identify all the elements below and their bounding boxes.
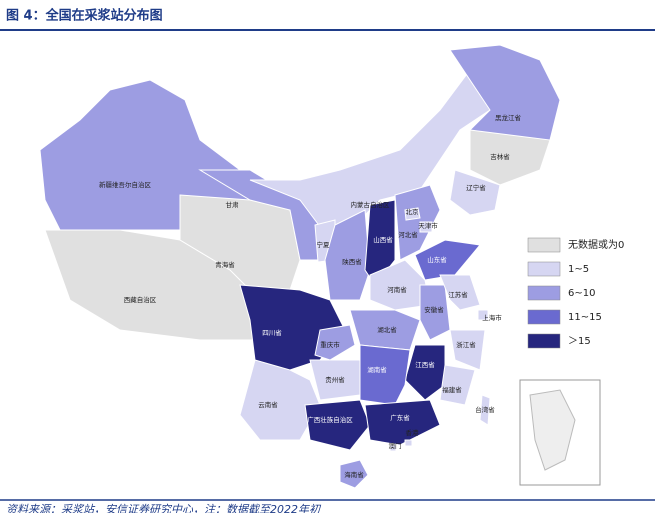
province-label: 新疆维吾尔自治区 bbox=[99, 180, 152, 189]
province bbox=[449, 169, 501, 216]
province bbox=[364, 399, 441, 446]
province-label: 广西壮族自治区 bbox=[307, 415, 353, 424]
province bbox=[309, 359, 361, 401]
legend-label: 11~15 bbox=[568, 312, 602, 323]
province-label: 四川省 bbox=[262, 328, 282, 337]
province-label: 重庆市 bbox=[320, 340, 340, 349]
province-label: 天津市 bbox=[418, 221, 438, 230]
province-label: 江苏省 bbox=[448, 290, 468, 299]
province-label: 内蒙古自治区 bbox=[351, 200, 391, 209]
legend-label: 无数据或为0 bbox=[568, 238, 624, 251]
province-label: 广东省 bbox=[390, 413, 410, 422]
province-label: 陕西省 bbox=[342, 257, 362, 266]
province-label: 海南省 bbox=[344, 470, 364, 479]
province bbox=[389, 444, 397, 452]
legend-label: 1~5 bbox=[568, 264, 589, 275]
province-label: 北京 bbox=[406, 207, 420, 216]
province-label: 河北省 bbox=[398, 230, 418, 239]
province-label: 贵州省 bbox=[325, 375, 345, 384]
province bbox=[469, 129, 551, 186]
province-label: 西藏自治区 bbox=[124, 295, 157, 304]
province-label: 甘肃 bbox=[226, 200, 240, 209]
legend: 无数据或为0 1~5 6~10 11~15 ＞15 bbox=[527, 237, 624, 349]
province bbox=[419, 284, 451, 341]
province-label: 山东省 bbox=[427, 255, 447, 264]
province-label: 安徽省 bbox=[424, 305, 444, 314]
province bbox=[439, 274, 481, 311]
legend-swatch bbox=[527, 261, 561, 277]
province-label: 河南省 bbox=[387, 285, 407, 294]
province-label: 云南省 bbox=[258, 400, 278, 409]
province bbox=[314, 324, 356, 361]
province-label: 澳门 bbox=[389, 441, 402, 450]
province bbox=[349, 309, 421, 351]
legend-swatch bbox=[527, 333, 561, 349]
inset-sea bbox=[529, 389, 576, 471]
province bbox=[404, 344, 446, 401]
province bbox=[419, 221, 433, 233]
province-label: 辽宁省 bbox=[466, 183, 486, 192]
province bbox=[324, 209, 371, 301]
province-label: 黑龙江省 bbox=[495, 113, 522, 122]
province bbox=[359, 344, 411, 406]
province-label: 宁夏 bbox=[317, 240, 331, 249]
legend-label: ＞15 bbox=[568, 336, 591, 347]
province bbox=[477, 309, 489, 321]
province bbox=[304, 399, 371, 451]
legend-swatch bbox=[527, 309, 561, 325]
province bbox=[339, 459, 369, 489]
legend-swatch bbox=[527, 285, 561, 301]
province-label: 青海省 bbox=[215, 260, 235, 269]
province-label: 香港 bbox=[406, 428, 420, 437]
province-label: 湖北省 bbox=[377, 325, 397, 334]
province-label: 湖南省 bbox=[367, 365, 387, 374]
province bbox=[404, 439, 413, 447]
province-label: 江西省 bbox=[415, 360, 435, 369]
province-label: 吉林省 bbox=[490, 152, 510, 161]
province bbox=[414, 239, 481, 281]
province bbox=[404, 207, 421, 221]
source: 资料来源：采浆站，安信证券研究中心，注：数据截至2022年初 bbox=[6, 503, 322, 513]
province-label: 上海市 bbox=[482, 313, 502, 322]
province-label: 福建省 bbox=[442, 385, 462, 394]
legend-swatch bbox=[527, 237, 561, 253]
province-label: 浙江省 bbox=[456, 340, 476, 349]
province bbox=[449, 329, 486, 371]
province-label: 台湾省 bbox=[475, 405, 495, 414]
legend-label: 6~10 bbox=[568, 288, 595, 299]
province bbox=[439, 364, 476, 406]
province-label: 山西省 bbox=[373, 235, 393, 244]
title: 图 4：全国在采浆站分布图 bbox=[6, 8, 163, 24]
province bbox=[479, 394, 491, 426]
